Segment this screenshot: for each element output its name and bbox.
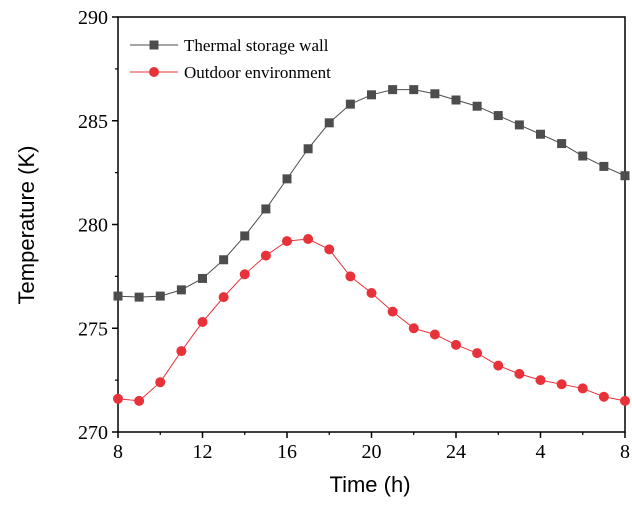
point [472, 348, 483, 359]
point [324, 118, 334, 128]
y-tick-label: 280 [78, 215, 108, 237]
point [577, 383, 588, 394]
point [176, 285, 186, 295]
point [493, 360, 504, 371]
x-axis-title: Time (h) [329, 472, 410, 497]
point [556, 379, 567, 390]
x-tick-label: 24 [446, 441, 466, 463]
point [345, 271, 356, 282]
point [514, 368, 525, 379]
x-tick-label: 8 [113, 441, 123, 463]
point [155, 291, 165, 301]
point [535, 375, 546, 386]
point [282, 174, 292, 184]
point [493, 111, 503, 121]
y-tick-label: 285 [78, 111, 108, 133]
point [598, 391, 609, 402]
y-tick-label: 290 [78, 7, 108, 29]
point [345, 99, 355, 109]
point [430, 89, 440, 99]
point [557, 139, 567, 149]
point [366, 287, 377, 298]
series: Outdoor environment [113, 63, 630, 406]
point [620, 171, 630, 181]
point [198, 273, 207, 283]
point [282, 236, 292, 247]
x-tick-label: 4 [536, 441, 546, 463]
point [261, 204, 271, 214]
point [451, 95, 461, 105]
point [387, 306, 398, 317]
x-tick-label: 20 [362, 441, 382, 463]
y-tick-label: 275 [78, 318, 108, 340]
legend-label: Thermal storage wall [184, 36, 329, 55]
line [117, 238, 626, 402]
point [367, 90, 376, 100]
point [240, 231, 250, 241]
point [409, 85, 419, 95]
y-tick-label: 270 [78, 422, 108, 444]
x-tick-label: 8 [620, 441, 630, 463]
point [218, 292, 229, 303]
point [514, 120, 524, 130]
point [219, 255, 229, 265]
point [197, 317, 208, 328]
line [117, 89, 626, 298]
point [620, 395, 630, 406]
legend-label: Outdoor environment [184, 63, 331, 82]
point [599, 161, 609, 171]
point [408, 323, 419, 334]
point [149, 67, 159, 77]
point [303, 234, 314, 245]
point [134, 292, 144, 302]
y-axis-title: Temperature (K) [14, 146, 39, 305]
point [472, 101, 482, 111]
point [239, 269, 250, 280]
x-tick-label: 12 [193, 441, 213, 463]
x-tick-label: 16 [277, 441, 297, 463]
point [134, 395, 145, 406]
series: Thermal storage wall [113, 36, 630, 302]
point [176, 346, 187, 357]
point [149, 40, 159, 50]
point [155, 377, 166, 388]
point [260, 250, 271, 261]
point [578, 151, 588, 161]
point [303, 144, 313, 154]
point [429, 329, 440, 340]
point [113, 291, 123, 301]
point [388, 85, 398, 95]
point [536, 129, 545, 139]
point [451, 339, 461, 350]
point [324, 244, 335, 255]
point [113, 393, 123, 404]
